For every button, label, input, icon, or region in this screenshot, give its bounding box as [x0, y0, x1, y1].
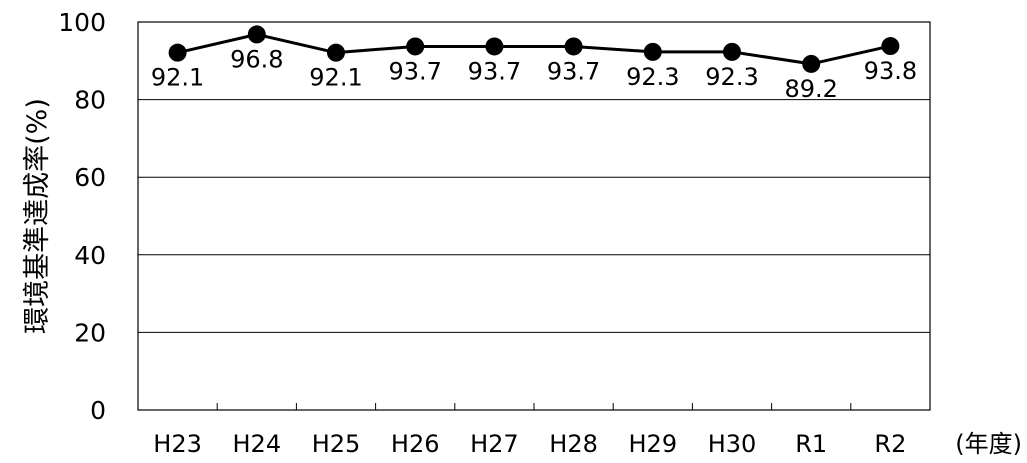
data-point-marker [485, 37, 504, 56]
y-axis-title: 環境基準達成率(%) [22, 98, 53, 334]
y-tick-label: 80 [74, 86, 106, 115]
data-point-marker [802, 54, 821, 73]
x-tick-label: H29 [629, 430, 678, 458]
x-tick-label: H25 [312, 430, 361, 458]
x-tick-label: H23 [153, 430, 202, 458]
series-line [168, 25, 900, 73]
data-label: 92.1 [309, 64, 362, 92]
axes [137, 21, 931, 411]
x-unit-label: (年度) [955, 430, 1022, 458]
data-point-marker [168, 43, 187, 62]
data-label: 96.8 [230, 45, 283, 73]
y-tick-label: 100 [58, 8, 106, 37]
gridlines [138, 99, 930, 333]
data-point-marker [723, 42, 741, 61]
data-label: 93.7 [468, 57, 521, 85]
axis-text: 0 20 40 60 80 100 H23 H24 H25 H26 H27 H28 H29 H30 R1 R2 [58, 8, 906, 458]
data-label: 92.3 [705, 63, 758, 91]
x-tick-label: H30 [708, 430, 757, 458]
x-tick-label: H27 [470, 430, 519, 458]
series-line-0 [177, 32, 891, 66]
data-point-marker [564, 37, 583, 56]
data-label: 93.7 [547, 57, 600, 85]
x-tick-label: R2 [874, 430, 906, 458]
y-tick-label: 40 [74, 241, 106, 270]
x-tick-label: H28 [549, 430, 598, 458]
data-label: 92.3 [626, 63, 679, 91]
data-label: 93.7 [388, 57, 441, 85]
data-labels: 92.1 96.8 92.1 93.7 93.7 93.7 92.3 92.3 89.2 93.8 [151, 45, 917, 102]
x-tick-label: R1 [795, 430, 827, 458]
data-point-marker [881, 37, 900, 56]
data-label: 92.1 [151, 64, 204, 92]
x-tick-label: H24 [233, 430, 282, 458]
data-point-marker [406, 37, 425, 56]
data-point-marker [247, 25, 266, 44]
x-tick-label: H26 [391, 430, 440, 458]
data-point-marker [643, 42, 662, 61]
data-point-marker [327, 43, 345, 62]
data-label: 89.2 [784, 75, 837, 103]
y-tick-label: 0 [90, 396, 106, 425]
y-tick-label: 60 [74, 163, 106, 192]
data-label: 93.8 [864, 57, 917, 85]
y-tick-label: 20 [74, 318, 106, 347]
